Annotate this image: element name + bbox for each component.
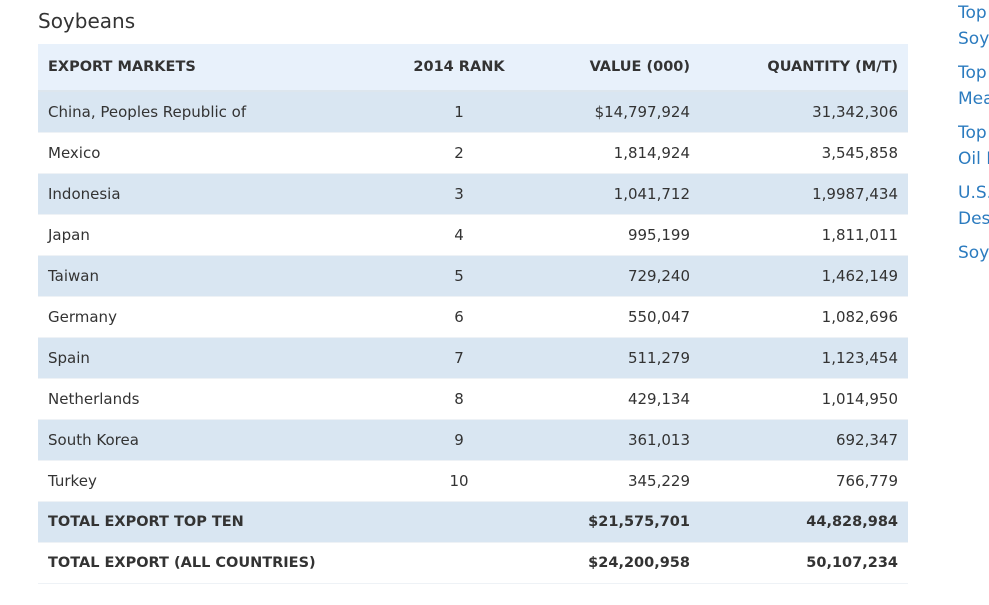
cell: 10 [360,460,558,502]
table-row: China, Peoples Republic of 1 $14,797,924 31… [38,91,908,133]
cell: 2 [360,132,558,174]
table-body: China, Peoples Republic of 1 $14,797,924 31… [38,91,908,584]
table-row: Indonesia 3 1,041,712 1,9987,434 [38,173,908,215]
table-row: Turkey 10 345,229 766,779 [38,460,908,502]
cell: 6 [360,296,558,338]
cell: 4 [360,214,558,256]
link-line: Oil E [958,149,989,169]
cell: 7 [360,337,558,379]
cell: 345,229 [558,460,700,502]
cell: Taiwan [38,255,360,297]
column-header: 2014 RANK [360,44,558,92]
sidebar: Top Soyb Top Mea Top Oil E U.S. Des Soyb [958,0,989,274]
sidebar-link[interactable]: Top Soyb [958,0,989,52]
table-row: Taiwan 5 729,240 1,462,149 [38,255,908,297]
cell: 766,779 [700,460,908,502]
cell: 729,240 [558,255,700,297]
cell: 1,123,454 [700,337,908,379]
link-line: Top [958,3,987,23]
cell: Mexico [38,132,360,174]
cell: Germany [38,296,360,338]
cell: 1,014,950 [700,378,908,420]
cell: 1,041,712 [558,173,700,215]
cell: TOTAL EXPORT (ALL COUNTRIES) [38,542,360,584]
cell: 5 [360,255,558,297]
link-line: Soyb [958,29,989,49]
link-line: U.S. [958,183,989,203]
cell: 50,107,234 [700,542,908,584]
cell: 429,134 [558,378,700,420]
cell: 9 [360,419,558,461]
cell: $21,575,701 [558,501,700,543]
cell: 1,9987,434 [700,173,908,215]
cell: 1,811,011 [700,214,908,256]
cell: Spain [38,337,360,379]
cell: TOTAL EXPORT TOP TEN [38,501,360,543]
header-row: EXPORT MARKETS 2014 RANK VALUE (000) QUANTI… [38,44,908,92]
cell: 511,279 [558,337,700,379]
cell: 8 [360,378,558,420]
cell: 361,013 [558,419,700,461]
table-row: Spain 7 511,279 1,123,454 [38,337,908,379]
link-line: Soyb [958,243,989,263]
cell: 31,342,306 [700,91,908,133]
sidebar-link[interactable]: U.S. Des [958,180,989,232]
column-header: QUANTITY (M/T) [700,44,908,92]
link-line: Des [958,209,989,229]
export-table: EXPORT MARKETS 2014 RANK VALUE (000) QUANTI… [38,44,908,584]
cell [360,542,558,584]
cell: South Korea [38,419,360,461]
sidebar-link[interactable]: Soyb [958,240,989,266]
cell: Indonesia [38,173,360,215]
cell: 1,814,924 [558,132,700,174]
cell: 1,082,696 [700,296,908,338]
cell: 550,047 [558,296,700,338]
cell: 1,462,149 [700,255,908,297]
cell: 692,347 [700,419,908,461]
cell: $24,200,958 [558,542,700,584]
link-line: Top [958,123,987,143]
link-line: Mea [958,89,989,109]
cell: China, Peoples Republic of [38,91,360,133]
column-header: VALUE (000) [558,44,700,92]
table-row: Mexico 2 1,814,924 3,545,858 [38,132,908,174]
cell: Netherlands [38,378,360,420]
cell: 1 [360,91,558,133]
cell [360,501,558,543]
table-row: Germany 6 550,047 1,082,696 [38,296,908,338]
cell: Japan [38,214,360,256]
table-row: South Korea 9 361,013 692,347 [38,419,908,461]
section-title: Soybeans [38,9,136,33]
cell: 3,545,858 [700,132,908,174]
cell: 44,828,984 [700,501,908,543]
table-row: Netherlands 8 429,134 1,014,950 [38,378,908,420]
sidebar-link[interactable]: Top Mea [958,60,989,112]
total-row: TOTAL EXPORT (ALL COUNTRIES) $24,200,958 5… [38,542,908,584]
table-row: Japan 4 995,199 1,811,011 [38,214,908,256]
cell: 3 [360,173,558,215]
total-row: TOTAL EXPORT TOP TEN $21,575,701 44,828,98… [38,501,908,543]
link-line: Top [958,63,987,83]
cell: 995,199 [558,214,700,256]
cell: Turkey [38,460,360,502]
sidebar-link[interactable]: Top Oil E [958,120,989,172]
cell: $14,797,924 [558,91,700,133]
column-header: EXPORT MARKETS [38,44,360,92]
